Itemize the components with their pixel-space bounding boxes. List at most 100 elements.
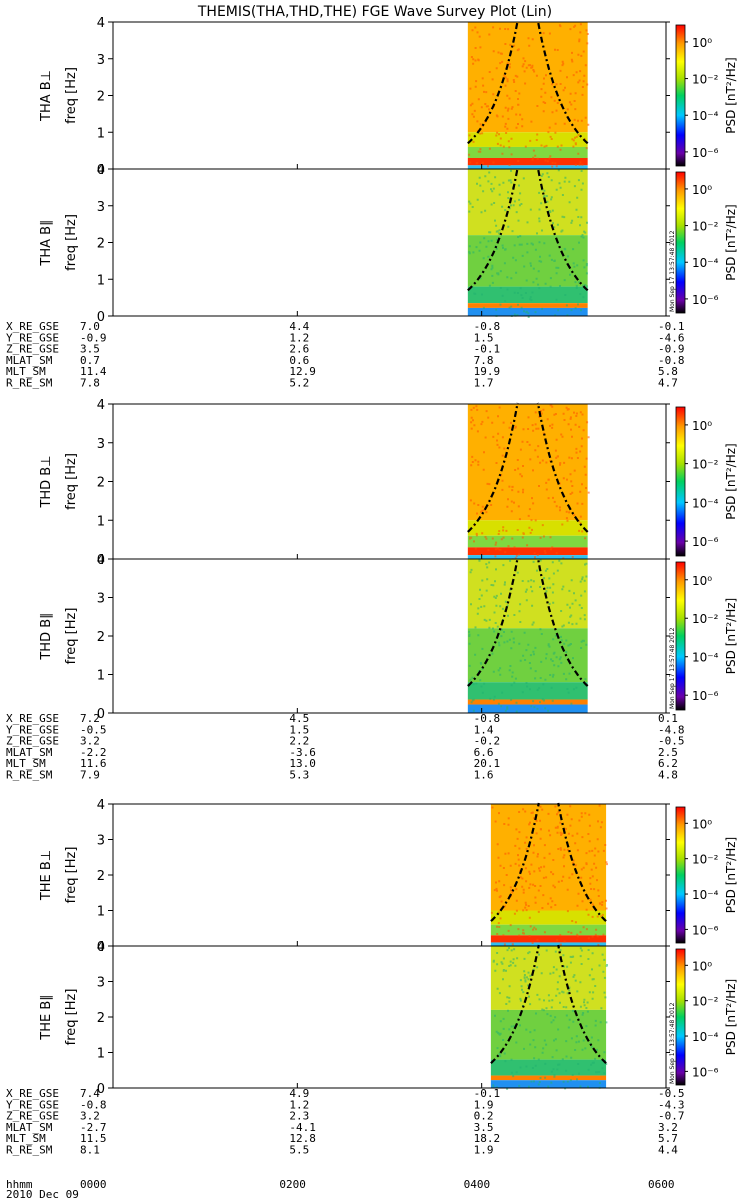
ephemeris-value: -0.8 <box>474 712 501 725</box>
spectrogram-band <box>467 404 588 521</box>
ephemeris-value: -4.8 <box>658 723 685 736</box>
gyrofrequency-curve <box>467 20 519 145</box>
spectrogram-texture <box>468 559 588 713</box>
ephemeris-table-the: X_RE_GSE 7.4 4.9 -0.1 -0.5 Y_RE_GSE -0.8 1.2 1.9… <box>6 1087 685 1157</box>
ephemeris-value: 5.8 <box>658 365 678 378</box>
y-tick-label: 4 <box>97 398 105 413</box>
ephemeris-row-name: Y_RE_GSE <box>6 723 59 736</box>
spectrogram-band <box>467 628 588 683</box>
colorbar-label: PSD [nT²/Hz] <box>724 598 738 674</box>
ephemeris-value: 5.3 <box>289 769 309 782</box>
ephemeris-value: -0.1 <box>474 1087 501 1100</box>
y-tick-label: 4 <box>97 163 105 178</box>
time-axis-unit: hhmm <box>6 1178 33 1191</box>
ephemeris-row-name: X_RE_GSE <box>6 1087 59 1100</box>
colorbar-label: PSD [nT²/Hz] <box>724 204 738 280</box>
y-tick-label: 1 <box>97 273 105 288</box>
y-axis-label: freq [Hz] <box>64 608 79 665</box>
spectrogram-texture <box>468 169 588 318</box>
ephemeris-row-name: X_RE_GSE <box>6 712 59 725</box>
ephemeris-value: 2.3 <box>289 1110 309 1123</box>
gyrofrequency-curve <box>467 402 519 533</box>
spectrogram-band <box>490 1059 607 1076</box>
y-tick-label: 0 <box>97 707 105 722</box>
ephemeris-value: 7.8 <box>474 354 494 367</box>
time-tick-label: 0000 <box>80 1178 107 1191</box>
ephemeris-value: 5.5 <box>289 1144 309 1157</box>
spectrogram-band <box>467 559 588 629</box>
spectrogram-band <box>467 235 588 287</box>
gyrofrequency-curve <box>536 402 589 533</box>
panel-label: THE B⊥ <box>39 850 54 901</box>
ephemeris-row-name: MLT_SM <box>6 757 46 770</box>
ephemeris-row-name: R_RE_SM <box>6 1144 53 1157</box>
spectrogram-band <box>467 699 588 705</box>
ephemeris-value: 4.4 <box>289 320 309 333</box>
ephemeris-value: 3.2 <box>80 1110 100 1123</box>
colorbar-tick-label: 10⁻⁴ <box>692 109 719 123</box>
ephemeris-row-name: X_RE_GSE <box>6 320 59 333</box>
y-tick-label: 1 <box>97 905 105 920</box>
spectrogram-panel-thd-bpar: 0 1 2 3 4 THD B∥ freq [Hz] 10⁰ 10⁻² 10⁻⁴ 10⁻⁶ PSD [… <box>39 553 738 722</box>
ephemeris-value: 4.4 <box>658 1144 678 1157</box>
spectrogram-band <box>467 555 588 559</box>
ephemeris-value: 1.5 <box>474 331 494 344</box>
gyrofrequency-curve <box>557 802 607 922</box>
spectrogram-data <box>490 804 608 948</box>
timestamp-stamp: Mon Sep 17 13:57:48 2012 <box>669 230 676 312</box>
ephemeris-value: 0.1 <box>658 712 678 725</box>
ephemeris-value: 1.6 <box>474 769 494 782</box>
colorbar-tick-label: 10⁻² <box>692 995 719 1009</box>
ephemeris-value: -3.6 <box>289 746 316 759</box>
spectrogram-band <box>467 535 588 548</box>
ephemeris-table-tha: X_RE_GSE 7.0 4.4 -0.8 -0.1 Y_RE_GSE -0.9 1.2 1.5… <box>6 320 685 390</box>
y-tick-label: 3 <box>97 200 105 215</box>
ephemeris-value: 4.5 <box>289 712 309 725</box>
ephemeris-value: 7.2 <box>80 712 100 725</box>
y-axis-label: freq [Hz] <box>64 214 79 271</box>
colorbar-tick-label: 10⁻⁶ <box>692 689 719 703</box>
spectrogram-band <box>467 165 588 169</box>
colorbar-tick-label: 10⁻⁶ <box>692 923 719 937</box>
ephemeris-value: 19.9 <box>474 365 501 378</box>
y-tick-label: 4 <box>97 940 105 955</box>
ephemeris-value: 1.2 <box>289 1098 309 1111</box>
y-axis-label: freq [Hz] <box>64 989 79 1046</box>
spectrogram-band <box>490 942 607 946</box>
y-tick-label: 3 <box>97 976 105 991</box>
y-tick-label: 3 <box>97 592 105 607</box>
spectrogram-band <box>467 132 588 147</box>
panel-label: THA B∥ <box>39 219 54 266</box>
ephemeris-value: 3.5 <box>474 1121 494 1134</box>
ephemeris-row-name: R_RE_SM <box>6 769 53 782</box>
ephemeris-value: 5.7 <box>658 1132 678 1145</box>
ephemeris-value: 0.6 <box>289 354 309 367</box>
ephemeris-value: -0.8 <box>80 1098 107 1111</box>
ephemeris-row-name: Y_RE_GSE <box>6 1098 59 1111</box>
spectrogram-band <box>490 1009 607 1060</box>
gyrofrequency-curve <box>467 167 519 292</box>
ephemeris-value: -2.7 <box>80 1121 107 1134</box>
ephemeris-value: 3.2 <box>658 1121 678 1134</box>
y-axis-label: freq [Hz] <box>64 847 79 904</box>
spectrogram-data <box>467 169 588 318</box>
spectrogram-band <box>490 1075 607 1081</box>
y-tick-label: 0 <box>97 163 105 178</box>
ephemeris-table-thd: X_RE_GSE 7.2 4.5 -0.8 0.1Y_RE_GSE -0.5 1.5 1.4-… <box>6 712 685 782</box>
ephemeris-value: -0.5 <box>80 723 107 736</box>
panel-label: THA B⊥ <box>39 70 54 122</box>
colorbar-tick-label: 10⁻² <box>692 220 719 234</box>
y-tick-label: 0 <box>97 553 105 568</box>
ephemeris-value: 12.8 <box>289 1132 316 1145</box>
y-tick-label: 2 <box>97 630 105 645</box>
spectrogram-band <box>490 1080 607 1088</box>
ephemeris-value: -0.9 <box>658 343 685 356</box>
ephemeris-value: 1.9 <box>474 1098 494 1111</box>
spectrogram-panel-tha-bperp: 0 1 2 3 4 THA B⊥ freq [Hz] 10⁰ 10⁻² 10⁻⁴ 10⁻⁶ PSD [… <box>39 16 738 178</box>
colorbar-tick-label: 10⁻² <box>692 73 719 87</box>
ephemeris-row-name: MLAT_SM <box>6 1121 53 1134</box>
panel-label: THD B∥ <box>39 612 54 660</box>
panel-label: THD B⊥ <box>39 455 54 508</box>
ephemeris-value: 4.7 <box>658 377 678 390</box>
gyrofrequency-curve <box>490 802 540 922</box>
